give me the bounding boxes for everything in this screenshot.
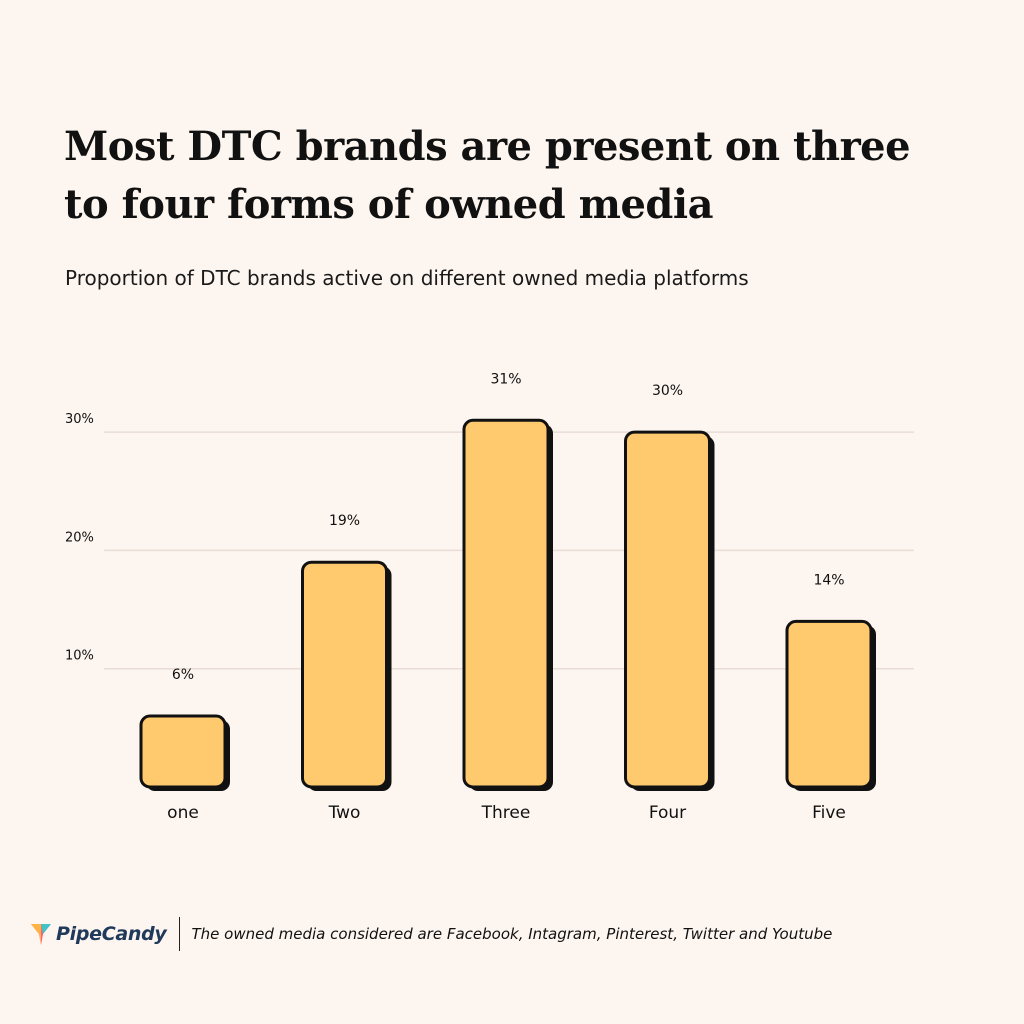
candy-funnel-icon <box>31 924 51 945</box>
bar <box>301 560 388 789</box>
data-label: 30% <box>652 383 683 399</box>
footer-note: The owned media considered are Facebook,… <box>191 925 833 943</box>
chart-title: Most DTC brands are present on three to … <box>64 123 911 228</box>
chart-subtitle: Proportion of DTC brands active on diffe… <box>65 266 749 290</box>
data-label: 31% <box>490 371 521 387</box>
footer-divider <box>178 917 180 951</box>
data-label: 19% <box>329 513 360 529</box>
data-label: 6% <box>172 667 194 683</box>
pipecandy-logo: PipeCandy <box>30 921 167 947</box>
bar <box>462 418 550 789</box>
footer: PipeCandy The owned media considered are… <box>30 916 832 952</box>
y-tick-label: 10% <box>65 649 94 664</box>
x-tick-label: Five <box>812 803 846 823</box>
x-tick-label: Four <box>649 803 686 823</box>
bar <box>139 714 227 789</box>
x-tick-label: one <box>167 803 199 823</box>
x-tick-label: Three <box>481 803 531 823</box>
data-label: 14% <box>813 572 844 588</box>
y-tick-label: 30% <box>65 412 94 427</box>
bar <box>624 430 711 789</box>
bar <box>785 619 873 789</box>
x-tick-label: Two <box>328 803 361 823</box>
logo-wordmark: PipeCandy <box>56 923 167 945</box>
y-tick-label: 20% <box>65 530 94 545</box>
